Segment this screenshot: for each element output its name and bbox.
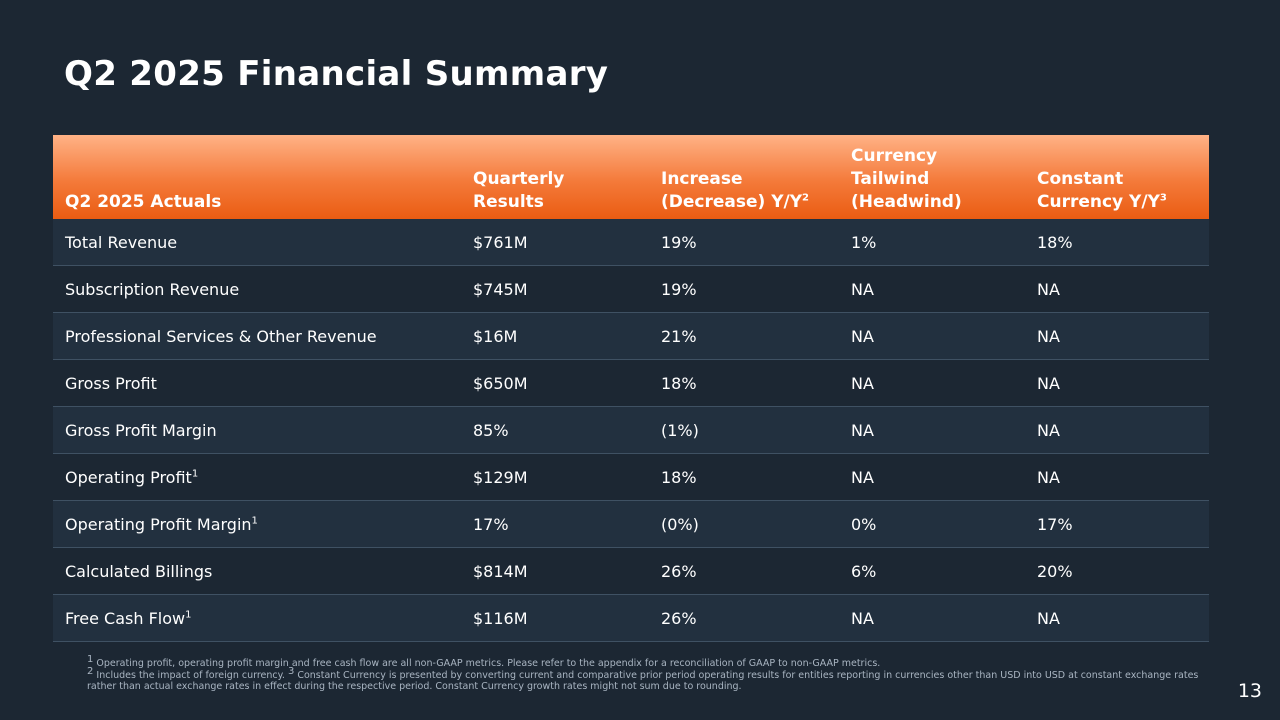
header-line: Tailwind xyxy=(851,169,930,189)
table-cell: 21% xyxy=(649,312,839,360)
table-cell: NA xyxy=(839,406,1025,454)
column-header-increase-decrease: Increase (Decrease) Y/Y2 xyxy=(649,135,839,219)
row-label-text: Operating Profit Margin xyxy=(65,514,252,534)
header-line: Increase xyxy=(661,169,743,189)
table-cell: $814M xyxy=(461,547,649,595)
table-cell: NA xyxy=(1025,453,1209,501)
footnote-marker: 1 xyxy=(191,468,199,480)
row-label-text: Subscription Revenue xyxy=(65,279,240,299)
header-line: Currency xyxy=(851,146,938,166)
table-row: Calculated Billings $814M 26% 6% 20% xyxy=(53,547,1209,595)
row-label: Operating Profit Margin1 xyxy=(53,500,461,548)
table-row: Subscription Revenue $745M 19% NA NA xyxy=(53,265,1209,313)
table-cell: 18% xyxy=(1025,219,1209,266)
table-cell: 17% xyxy=(461,500,649,548)
header-line: Constant xyxy=(1037,169,1124,189)
footnote-marker: 1 xyxy=(251,515,258,527)
table-cell: $650M xyxy=(461,359,649,407)
table-cell: $745M xyxy=(461,265,649,313)
page-title: Q2 2025 Financial Summary xyxy=(64,54,609,94)
row-label: Operating Profit1 xyxy=(53,453,461,501)
table-cell: $116M xyxy=(461,594,649,642)
table-cell: 19% xyxy=(649,265,839,313)
row-label-text: Gross Profit xyxy=(65,373,157,393)
table-header-row: Q2 2025 Actuals Quarterly Results Increa… xyxy=(53,135,1209,219)
table-cell: 26% xyxy=(649,547,839,595)
table-row: Operating Profit1 $129M 18% NA NA xyxy=(53,453,1209,501)
header-line: Q2 2025 Actuals xyxy=(65,192,222,212)
footnote-text: Constant Currency is presented by conver… xyxy=(87,669,1199,693)
table-cell: (1%) xyxy=(649,406,839,454)
footnote-1: 1 Operating profit, operating profit mar… xyxy=(87,654,1227,670)
row-label: Professional Services & Other Revenue xyxy=(53,312,461,360)
column-header-quarterly-results: Quarterly Results xyxy=(461,135,649,219)
table-cell: 1% xyxy=(839,219,1025,266)
table-row: Gross Profit $650M 18% NA NA xyxy=(53,359,1209,407)
table-cell: 19% xyxy=(649,219,839,266)
table-cell: 17% xyxy=(1025,500,1209,548)
table-cell: NA xyxy=(1025,312,1209,360)
row-label-text: Free Cash Flow xyxy=(65,608,186,628)
table-cell: 6% xyxy=(839,547,1025,595)
table-cell: NA xyxy=(1025,359,1209,407)
table-cell: NA xyxy=(839,594,1025,642)
column-header-constant-currency: Constant Currency Y/Y3 xyxy=(1025,135,1209,219)
row-label: Gross Profit xyxy=(53,359,461,407)
header-line: (Decrease) Y/Y2 xyxy=(661,191,829,214)
column-header-actuals: Q2 2025 Actuals xyxy=(53,135,461,219)
table-cell: 0% xyxy=(839,500,1025,548)
table-cell: NA xyxy=(839,359,1025,407)
footnote-marker: 1 xyxy=(87,653,94,665)
table-cell: $761M xyxy=(461,219,649,266)
table-cell: $16M xyxy=(461,312,649,360)
row-label-text: Operating Profit xyxy=(65,467,192,487)
footnote-marker: 3 xyxy=(287,665,295,677)
table-cell: NA xyxy=(1025,265,1209,313)
row-label: Subscription Revenue xyxy=(53,265,461,313)
row-label-text: Total Revenue xyxy=(65,232,178,252)
row-label: Free Cash Flow1 xyxy=(53,594,461,642)
table-cell: NA xyxy=(839,453,1025,501)
table-row: Operating Profit Margin1 17% (0%) 0% 17% xyxy=(53,500,1209,548)
row-label-text: Calculated Billings xyxy=(65,561,213,581)
table-cell: 20% xyxy=(1025,547,1209,595)
header-line: Quarterly xyxy=(473,169,565,189)
row-label-text: Gross Profit Margin xyxy=(65,420,217,440)
financial-summary-table: Q2 2025 Actuals Quarterly Results Increa… xyxy=(53,135,1209,642)
header-line: Currency Y/Y3 xyxy=(1037,191,1199,214)
row-label: Total Revenue xyxy=(53,219,461,266)
footnote-marker: 2 xyxy=(87,665,94,677)
footnote-text: Operating profit, operating profit margi… xyxy=(93,658,881,669)
row-label: Calculated Billings xyxy=(53,547,461,595)
table-cell: 85% xyxy=(461,406,649,454)
table-cell: NA xyxy=(1025,406,1209,454)
table-body: Total Revenue $761M 19% 1% 18% Subscription R… xyxy=(53,219,1209,642)
table-cell: (0%) xyxy=(649,500,839,548)
page-number: 13 xyxy=(1237,680,1262,702)
table-cell: $129M xyxy=(461,453,649,501)
footnote-marker: 2 xyxy=(802,192,810,204)
header-line: Results xyxy=(473,192,544,212)
footnote-marker: 1 xyxy=(185,609,192,621)
footnote-2-3: 2 Includes the impact of foreign currenc… xyxy=(87,666,1227,693)
table-row: Total Revenue $761M 19% 1% 18% xyxy=(53,219,1209,266)
table-row: Free Cash Flow1 $116M 26% NA NA xyxy=(53,594,1209,642)
row-label: Gross Profit Margin xyxy=(53,406,461,454)
row-label-text: Professional Services & Other Revenue xyxy=(65,326,377,346)
table-cell: NA xyxy=(839,265,1025,313)
table-cell: NA xyxy=(839,312,1025,360)
column-header-currency-tailwind: Currency Tailwind (Headwind) xyxy=(839,135,1025,219)
header-text: (Decrease) Y/Y xyxy=(661,192,803,212)
table-row: Gross Profit Margin 85% (1%) NA NA xyxy=(53,406,1209,454)
table-cell: 18% xyxy=(649,453,839,501)
table-cell: 18% xyxy=(649,359,839,407)
footnotes: 1 Operating profit, operating profit mar… xyxy=(87,654,1227,693)
footnote-text: Includes the impact of foreign currency. xyxy=(93,669,288,681)
header-text: Currency Y/Y xyxy=(1037,192,1160,212)
table-cell: 26% xyxy=(649,594,839,642)
table-cell: NA xyxy=(1025,594,1209,642)
table-row: Professional Services & Other Revenue $16… xyxy=(53,312,1209,360)
header-line: (Headwind) xyxy=(851,192,962,212)
footnote-marker: 3 xyxy=(1159,192,1167,204)
